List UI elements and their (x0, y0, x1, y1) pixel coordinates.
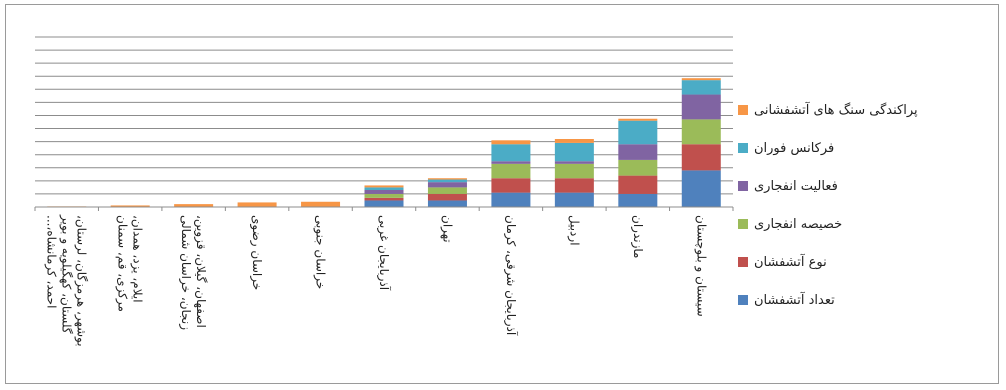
bar-segment (427, 179, 467, 183)
bar-segment (364, 197, 404, 201)
legend-label: فرکانس فوران (754, 140, 835, 156)
bar-segment (174, 204, 214, 207)
bar-segment (491, 192, 531, 207)
bar-segment (681, 144, 721, 171)
bar-segment (237, 202, 277, 207)
bar-segment (427, 182, 467, 188)
bar-segment (554, 142, 594, 162)
bar-segment (618, 120, 658, 145)
legend-item: نوع آتشفشان (738, 252, 998, 272)
bar-segment (681, 94, 721, 120)
bar-segment (491, 144, 531, 162)
legend-item: فعالیت انفجاری (738, 176, 998, 196)
bar-segment (681, 119, 721, 145)
bar-segment (554, 163, 594, 179)
x-tick-label: آذربایجان شرقی، کرمان (503, 215, 519, 336)
legend-item: تعداد آتشفشان (738, 290, 998, 310)
legend-swatch (738, 257, 748, 267)
legend-label: فعالیت انفجاری (754, 178, 838, 194)
bar-segment (427, 193, 467, 201)
legend-item: خصیصه انفجاری (738, 214, 998, 234)
gridlines (35, 36, 733, 195)
bar-segment (427, 187, 467, 194)
bar-segment (364, 190, 404, 194)
legend-label: تعداد آتشفشان (754, 292, 835, 308)
bars (47, 78, 721, 208)
bar-segment (427, 178, 467, 180)
bar-segment (364, 200, 404, 207)
legend-label: خصیصه انفجاری (754, 216, 843, 232)
bar-segment (554, 192, 594, 207)
x-tick-label: اردبیل (566, 215, 581, 246)
bar-segment (681, 170, 721, 207)
legend-swatch (738, 181, 748, 191)
x-tick-label: آذربایجان غربی (376, 215, 392, 291)
bar-segment (681, 78, 721, 81)
bar-segment (364, 185, 404, 188)
bar-segment (364, 193, 404, 198)
legend-item: پراکندگی سنگ های آتشفشانی (738, 100, 998, 120)
bar-segment (618, 159, 658, 176)
bar-segment (364, 187, 404, 190)
legend-swatch (738, 295, 748, 305)
x-tick-labels: بوشهر، هرمزگان، لرستان،گلستان، کهگیلویه … (44, 214, 709, 347)
bar-segment (491, 140, 531, 145)
bar-segment (554, 161, 594, 164)
x-tick-label: خراسان جنوبی (313, 215, 328, 289)
legend-label: نوع آتشفشان (754, 254, 827, 270)
legend-swatch (738, 105, 748, 115)
bar-segment (110, 205, 150, 207)
bar-segment (301, 201, 341, 207)
bar-segment (427, 200, 467, 207)
legend-item: فرکانس فوران (738, 138, 998, 158)
bar-segment (618, 175, 658, 194)
bar-segment (618, 118, 658, 121)
bar-segment (554, 178, 594, 193)
bar-segment (491, 161, 531, 164)
bar-segment (554, 139, 594, 143)
x-tick-label: مازندران (630, 215, 645, 258)
x-tick-label: اصفهان، گیلان، قزوین،زنجان، خراسان شمالی (178, 215, 208, 330)
x-tick-label: سیستان و بلوچستان (693, 215, 708, 317)
x-tick-label: بوشهر، هرمزگان، لرستان،گلستان، کهگیلویه … (44, 214, 89, 347)
bar-segment (491, 178, 531, 193)
legend-swatch (738, 143, 748, 153)
bar-segment (681, 80, 721, 95)
legend-label: پراکندگی سنگ های آتشفشانی (754, 102, 918, 118)
legend-swatch (738, 219, 748, 229)
x-tick-label: تهران (439, 215, 454, 243)
bar-segment (618, 144, 658, 160)
x-tick-label: ایلام، یزد، همدان،مرکزی، قم، سمنان (115, 215, 145, 312)
x-axis (34, 206, 734, 211)
bar-segment (491, 163, 531, 179)
bar-segment (618, 193, 658, 207)
x-tick-label: خراسان رضوی (249, 215, 264, 290)
